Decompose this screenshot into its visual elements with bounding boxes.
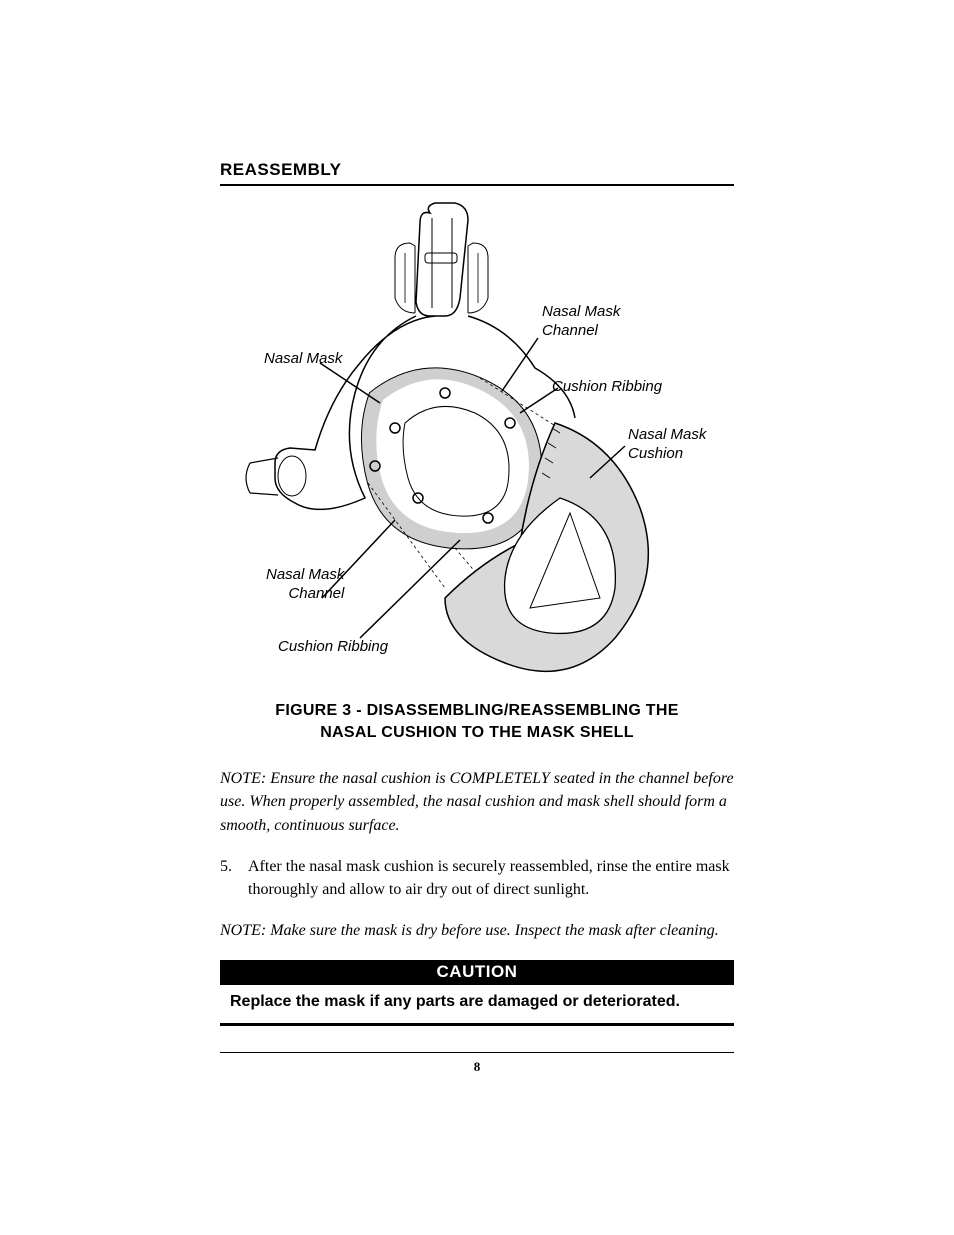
page-number: 8 [474, 1059, 481, 1074]
note-2: NOTE: Make sure the mask is dry before u… [220, 919, 734, 942]
callout-nasal-mask: Nasal Mask [264, 350, 342, 369]
callout-channel-top: Nasal MaskChannel [542, 303, 620, 341]
step-5: 5. After the nasal mask cushion is secur… [220, 855, 734, 901]
section-heading: REASSEMBLY [220, 160, 734, 186]
note-1: NOTE: Ensure the nasal cushion is COMPLE… [220, 767, 734, 837]
figure-caption-line2: NASAL CUSHION TO THE MASK SHELL [320, 724, 634, 741]
step-number: 5. [220, 855, 248, 901]
callout-ribbing-bottom: Cushion Ribbing [278, 638, 388, 657]
page-footer: 8 [220, 1052, 734, 1075]
figure-caption: FIGURE 3 - DISASSEMBLING/REASSEMBLING TH… [220, 700, 734, 743]
callout-channel-bottom: Nasal MaskChannel [266, 566, 344, 604]
figure-3-diagram: Nasal Mask Nasal MaskChannel Cushion Rib… [220, 198, 734, 688]
callout-cushion: Nasal MaskCushion [628, 426, 706, 464]
callout-ribbing-top: Cushion Ribbing [552, 378, 662, 397]
caution-header: CAUTION [220, 960, 734, 985]
caution-box: CAUTION Replace the mask if any parts ar… [220, 960, 734, 1026]
step-text: After the nasal mask cushion is securely… [248, 855, 734, 901]
caution-body: Replace the mask if any parts are damage… [220, 985, 734, 1023]
figure-caption-line1: FIGURE 3 - DISASSEMBLING/REASSEMBLING TH… [275, 702, 678, 719]
